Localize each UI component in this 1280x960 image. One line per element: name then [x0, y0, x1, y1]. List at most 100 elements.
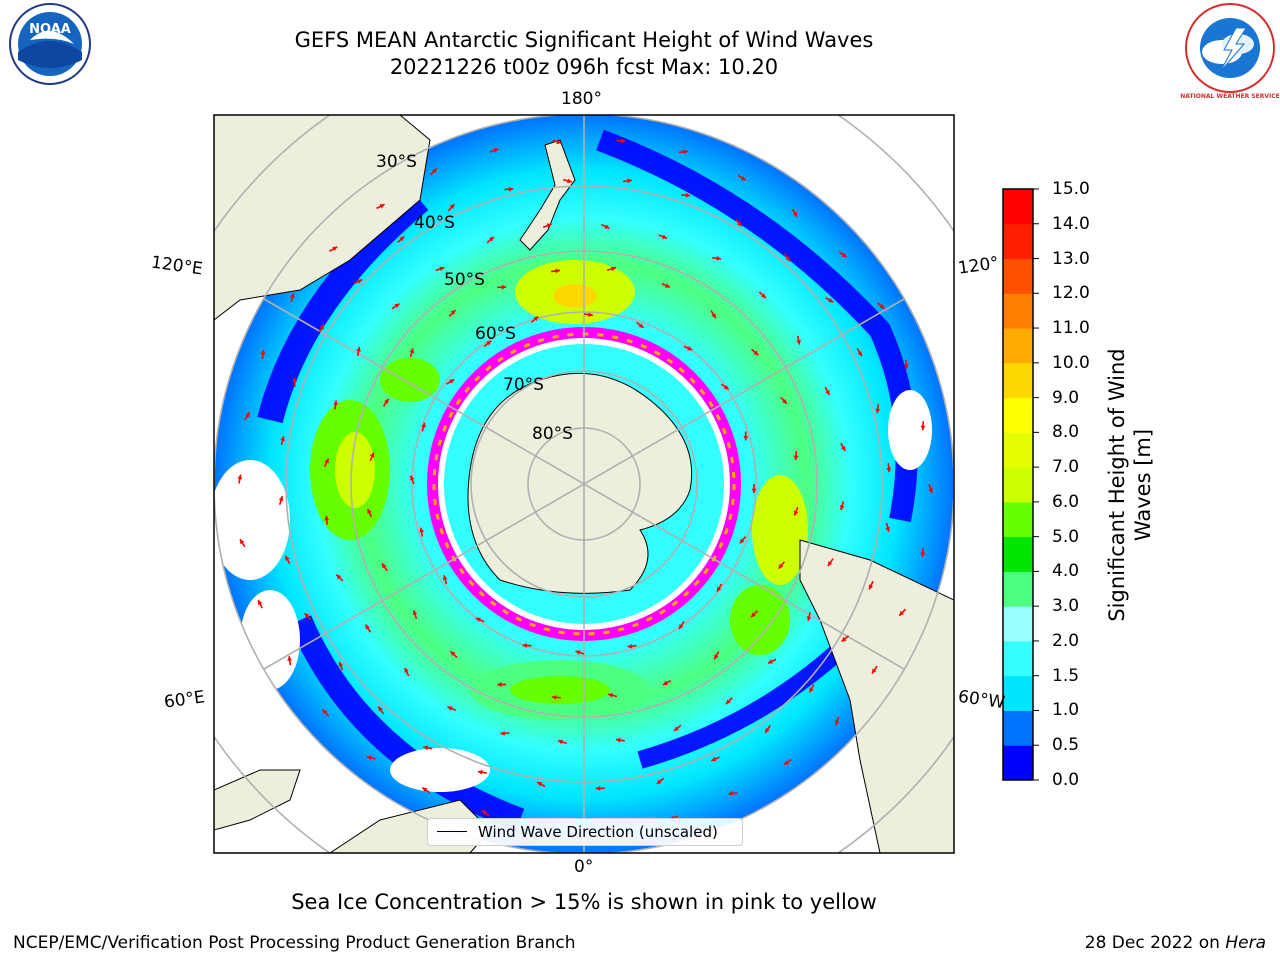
colorbar-tick-label: 9.0 — [1052, 387, 1080, 408]
wave-arrow-head — [287, 656, 293, 661]
wave-arrow-head — [378, 706, 383, 712]
colorbar-swatch — [1003, 675, 1033, 711]
wave-arrow-head — [740, 175, 746, 181]
wave-arrow-head — [778, 563, 784, 569]
colorbar-swatch — [1003, 189, 1033, 225]
wave-arrow-head — [711, 313, 716, 319]
wind-wave-direction-arrows — [237, 138, 933, 832]
legend-line-sample — [437, 831, 467, 832]
wave-arrow-head — [753, 350, 759, 356]
colorbar-swatch — [1003, 571, 1033, 607]
wave-arrow-head — [783, 760, 789, 765]
wave-arrow-head — [673, 726, 679, 731]
wave-arrow-head — [903, 364, 909, 369]
wave-arrow-head — [827, 561, 833, 567]
wave-arrow-head — [292, 377, 297, 383]
wave-arrow-head — [481, 810, 487, 815]
lat-label-40s: 40°S — [414, 213, 455, 233]
wave-arrow-head — [610, 266, 616, 272]
wave-arrow-head — [365, 624, 370, 630]
wave-arrow-head — [501, 284, 507, 290]
wave-arrow-head — [728, 791, 733, 796]
wave-arrow-head — [449, 379, 455, 384]
wave-arrow-head — [278, 496, 284, 502]
wave-arrow-head — [239, 539, 245, 545]
wave-arrow-head — [423, 745, 429, 751]
wave-arrow-head — [751, 488, 757, 493]
wave-arrow-head — [356, 346, 361, 352]
map-frame — [213, 114, 955, 854]
legend-label: Wind Wave Direction (unscaled) — [478, 823, 718, 841]
wave-arrow-head — [767, 659, 773, 664]
lat-label-80s: 80°S — [532, 424, 573, 444]
noaa-logo-text: NOAA — [29, 22, 71, 37]
wave-arrow-head — [868, 584, 874, 590]
colorbar-tick-label: 13.0 — [1052, 248, 1090, 269]
wave-arrow-head — [493, 148, 499, 153]
colorbar-swatch — [1003, 293, 1033, 329]
wave-arrow-head — [409, 348, 415, 354]
wave-arrow-head — [304, 613, 310, 618]
colorbar-tick-label: 10.0 — [1052, 352, 1090, 373]
wave-arrow-head — [723, 384, 729, 390]
wave-arrow-head — [285, 555, 290, 561]
colorbar-tick-label: 3.0 — [1052, 596, 1080, 617]
wave-arrow-head — [500, 730, 505, 736]
wave-arrow-head — [421, 422, 426, 428]
wave-arrow-head — [450, 651, 456, 657]
lat-label-50s: 50°S — [444, 270, 485, 290]
wave-arrow-head — [834, 720, 840, 726]
colorbar-swatch — [1003, 397, 1033, 433]
colorbar-swatch — [1003, 606, 1033, 642]
wave-arrow-head — [751, 612, 756, 618]
colorbar-swatch — [1003, 258, 1033, 294]
wave-arrow-head — [761, 293, 766, 299]
wave-arrow-head — [664, 283, 670, 288]
map-legend: Wind Wave Direction (unscaled) — [427, 818, 743, 846]
lon-label-180: 180° — [561, 89, 602, 109]
national-weather-service-logo: NATIONAL WEATHER SERVICE — [1180, 3, 1280, 100]
wave-arrow-head — [828, 297, 834, 303]
wave-arrow-head — [608, 693, 614, 698]
colorbar-frame — [1002, 188, 1034, 781]
wave-arrow-head — [711, 756, 717, 762]
colorbar-tick-label: 6.0 — [1052, 491, 1080, 512]
wave-arrow-head — [394, 303, 400, 309]
wave-arrow-head — [338, 661, 344, 667]
south-america-land — [799, 539, 954, 853]
colorbar-swatch — [1003, 432, 1033, 468]
colorbar-tick-label: 0.5 — [1052, 735, 1080, 756]
wave-arrow-head — [567, 178, 572, 184]
wave-arrow-head — [841, 252, 847, 258]
wave-arrow-head — [656, 779, 662, 784]
sea-ice-note: Sea Ice Concentration > 15% is shown in … — [291, 890, 877, 914]
colorbar-tick-label: 5.0 — [1052, 526, 1080, 547]
colorbar-tick-label: 0.0 — [1052, 770, 1080, 790]
wave-arrow-head — [447, 706, 453, 711]
wave-arrow-head — [237, 474, 243, 480]
wave-arrow-head — [366, 755, 372, 761]
wave-arrow-head — [841, 445, 846, 451]
wave-arrow-head — [886, 467, 892, 473]
wave-arrow-head — [422, 787, 428, 793]
colorbar-tick-label: 4.0 — [1052, 561, 1080, 582]
wave-arrow-head — [324, 515, 330, 521]
wave-arrow-head — [638, 323, 644, 328]
colorbar-tick-label: 7.0 — [1052, 457, 1080, 478]
wave-arrow-head — [839, 505, 845, 511]
wave-arrow-head — [809, 687, 814, 693]
chart-subtitle: 20221226 t00z 096h fcst Max: 10.20 — [389, 55, 779, 79]
noaa-logo: NOAA — [9, 3, 91, 85]
wave-arrow-head — [662, 680, 668, 685]
footer-date-text: 28 Dec 2022 on — [1084, 933, 1226, 953]
wave-arrow-head — [928, 488, 933, 494]
wave-arrow-head — [399, 236, 405, 242]
wave-arrow-head — [412, 610, 418, 616]
chart-title: GEFS MEAN Antarctic Significant Height o… — [294, 28, 874, 52]
colorbar-tick-label: 15.0 — [1052, 179, 1090, 199]
wave-arrow-head — [439, 266, 445, 272]
wave-arrow-head — [332, 246, 338, 252]
map-area — [214, 115, 954, 853]
wave-arrow-head — [871, 668, 877, 674]
